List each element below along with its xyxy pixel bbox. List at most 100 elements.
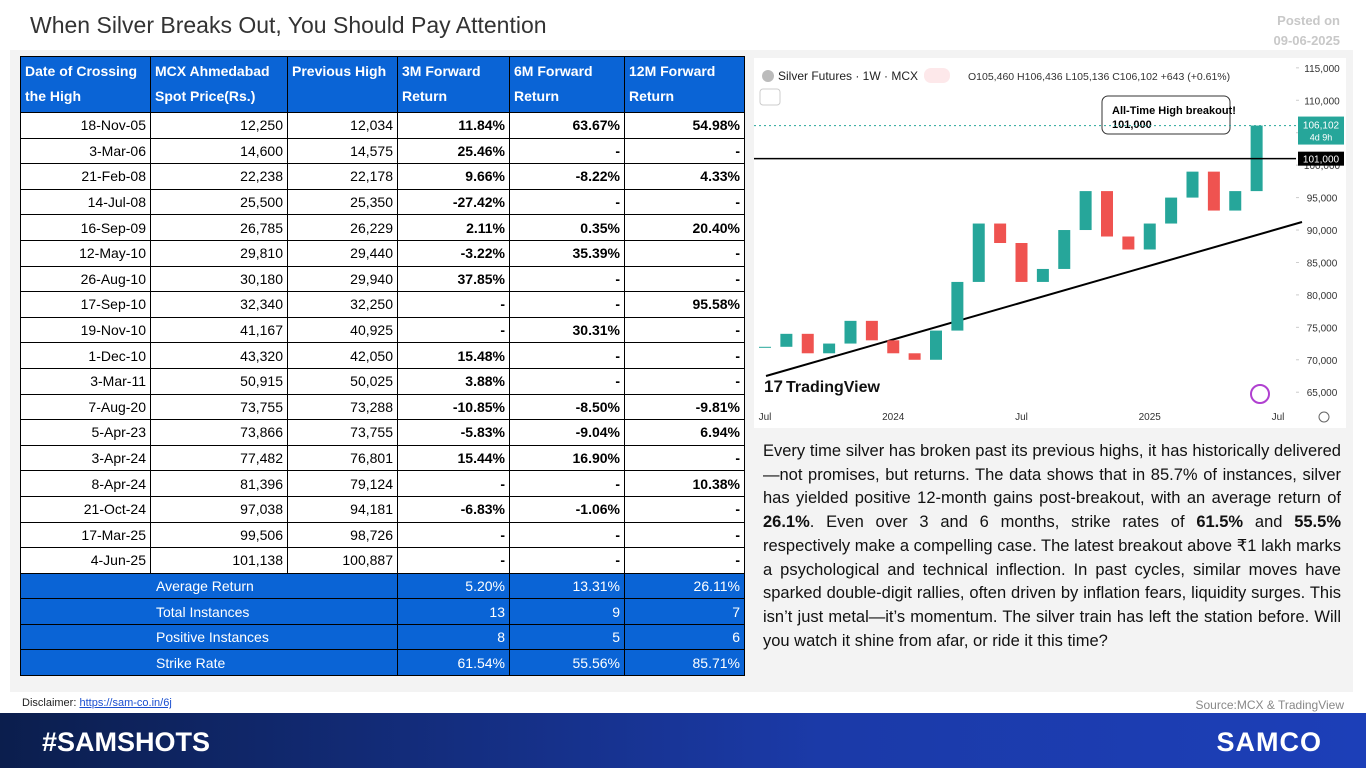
table-row: 3-Apr-24 77,482 76,801 15.44% 16.90% - xyxy=(20,444,745,472)
table-cell: 41,167 xyxy=(150,316,288,344)
summary-cell: 61.54% xyxy=(397,649,510,677)
table-row: 18-Nov-05 12,250 12,034 11.84% 63.67% 54.98% xyxy=(20,112,745,139)
summary-row: Average Return 5.20% 13.31% 26.11% xyxy=(20,572,745,600)
table-cell: 7-Aug-20 xyxy=(20,393,151,421)
table-cell: 40,925 xyxy=(287,316,398,344)
table-cell: 26,229 xyxy=(287,214,398,241)
table-cell: - xyxy=(624,444,745,472)
header-cell: Date of Crossing the High xyxy=(20,56,151,113)
summary-label: Total Instances xyxy=(20,598,398,625)
candle xyxy=(1186,171,1199,198)
header-row: Date of Crossing the High MCX Ahmedabad S… xyxy=(20,56,745,113)
table-cell: 3-Mar-11 xyxy=(20,367,151,395)
x-tick-label: Jul xyxy=(759,412,772,423)
table-cell: -9.81% xyxy=(624,393,745,421)
table-cell: 2.11% xyxy=(397,214,510,241)
candle xyxy=(844,320,857,344)
table-cell: 26,785 xyxy=(150,214,288,241)
table-cell: 81,396 xyxy=(150,470,288,497)
table-cell: 30.31% xyxy=(509,316,625,344)
table-cell: 11.84% xyxy=(397,112,510,139)
table-cell: 101,138 xyxy=(150,547,288,574)
disclaimer: Disclaimer: https://sam-co.in/6j xyxy=(22,697,172,709)
candle xyxy=(1207,171,1220,211)
table-cell: 3-Mar-06 xyxy=(20,137,151,165)
candle xyxy=(1165,197,1178,224)
brand-logo: SAMCO xyxy=(1216,727,1322,757)
table-cell: 5-Apr-23 xyxy=(20,419,151,446)
table-cell: 12,250 xyxy=(150,112,288,139)
highlight: 26.1% xyxy=(763,513,810,532)
summary-cell: 13 xyxy=(397,598,510,625)
table-cell: 76,801 xyxy=(287,444,398,472)
table-cell: -3.22% xyxy=(397,239,510,267)
table-cell: - xyxy=(397,521,510,549)
summary-row: Strike Rate 61.54% 55.56% 85.71% xyxy=(20,649,745,677)
table-cell: - xyxy=(509,547,625,574)
status-pill xyxy=(924,68,950,83)
summary-cell: 8 xyxy=(397,623,510,651)
table-row: 12-May-10 29,810 29,440 -3.22% 35.39% - xyxy=(20,239,745,267)
table-cell: 42,050 xyxy=(287,342,398,369)
candle xyxy=(1229,191,1242,211)
highlight: 55.5% xyxy=(1294,513,1341,532)
y-tick-label: 95,000 xyxy=(1307,194,1338,205)
y-tick-label: 85,000 xyxy=(1307,258,1338,269)
candle xyxy=(994,223,1007,244)
y-tick-label: 90,000 xyxy=(1307,226,1338,237)
candle xyxy=(972,223,985,282)
table-cell: -10.85% xyxy=(397,393,510,421)
table-cell: - xyxy=(624,316,745,344)
candle xyxy=(865,320,878,341)
ohlc-label: O105,460 H106,436 L105,136 C106,102 +643… xyxy=(968,71,1230,83)
y-tick-label: 65,000 xyxy=(1307,388,1338,399)
table-cell: 22,238 xyxy=(150,163,288,190)
settings-icon[interactable] xyxy=(1318,411,1330,423)
table-cell: 32,340 xyxy=(150,291,288,318)
table-row: 3-Mar-11 50,915 50,025 3.88% - - xyxy=(20,367,745,395)
chart-bg xyxy=(754,58,1346,428)
table-cell: - xyxy=(509,367,625,395)
summary-cell: 5 xyxy=(509,623,625,651)
highlight: 61.5% xyxy=(1196,513,1244,532)
candle xyxy=(759,346,771,348)
table-cell: 15.48% xyxy=(397,342,510,369)
collapse-button[interactable] xyxy=(759,88,781,106)
table-cell: -27.42% xyxy=(397,188,510,216)
table-cell: 37.85% xyxy=(397,265,510,293)
disclaimer-link[interactable]: https://sam-co.in/6j xyxy=(79,697,172,709)
table-cell: 3.88% xyxy=(397,367,510,395)
candle xyxy=(1015,243,1028,282)
table-cell: 3-Apr-24 xyxy=(20,444,151,472)
table-cell: 1-Dec-10 xyxy=(20,342,151,369)
alert-icon[interactable] xyxy=(1250,384,1270,404)
table-cell: 18-Nov-05 xyxy=(20,112,151,139)
summary-cell: 13.31% xyxy=(509,572,625,600)
table-cell: 21-Oct-24 xyxy=(20,495,151,523)
table-cell: -6.83% xyxy=(397,495,510,523)
y-tick-label: 110,000 xyxy=(1304,96,1340,107)
table-cell: 14,600 xyxy=(150,137,288,165)
table-cell: - xyxy=(509,137,625,165)
table-cell: - xyxy=(509,342,625,369)
summary-cell: 7 xyxy=(624,598,745,625)
table-cell: 30,180 xyxy=(150,265,288,293)
table-cell: 79,124 xyxy=(287,470,398,497)
candle xyxy=(930,330,942,360)
last-price-tag xyxy=(1298,116,1344,145)
header-cell: 12M Forward Return xyxy=(624,56,745,113)
candle xyxy=(1122,236,1135,250)
table-row: 8-Apr-24 81,396 79,124- -10.38% xyxy=(20,470,745,497)
table-row: 17-Mar-25 99,506 98,726- - - xyxy=(20,521,745,549)
table-cell: 32,250 xyxy=(287,291,398,318)
x-tick-label: Jul xyxy=(1015,412,1028,423)
table-cell: 73,755 xyxy=(287,419,398,446)
table-cell: - xyxy=(624,547,745,574)
y-tick-label: 100,000 xyxy=(1304,161,1341,172)
footer-bar: #SAMSHOTS SAMCO xyxy=(0,713,1366,768)
summary-cell: 6 xyxy=(624,623,745,651)
countdown: 4d 9h xyxy=(1310,133,1333,143)
candle xyxy=(1079,191,1092,231)
header-cell: 6M Forward Return xyxy=(509,56,625,113)
candle xyxy=(1101,191,1113,237)
